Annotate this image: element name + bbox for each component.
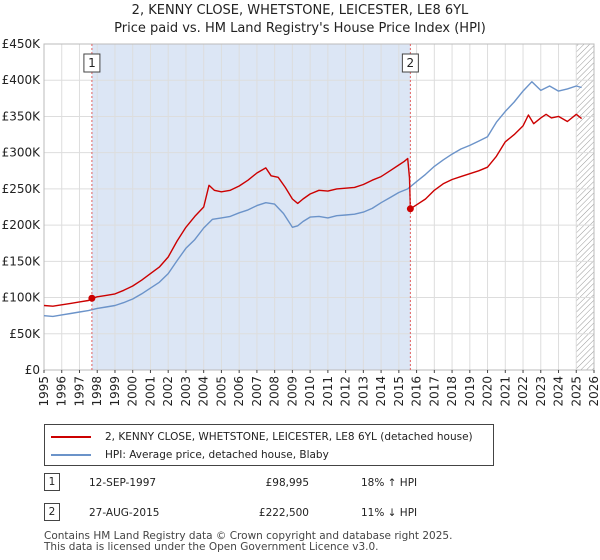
transaction-marker-1: 1	[44, 473, 60, 491]
x-tick-label: 2023	[534, 376, 548, 407]
transaction-date: 12-SEP-1997	[89, 477, 157, 489]
x-tick-label: 2008	[268, 376, 282, 407]
transaction-date: 27-AUG-2015	[89, 507, 160, 519]
x-tick-label: 2016	[410, 376, 424, 407]
footer-line-1: Contains HM Land Registry data © Crown c…	[44, 530, 453, 542]
x-tick-label: 2026	[587, 376, 600, 407]
x-tick-label: 2024	[552, 376, 566, 407]
footer: Contains HM Land Registry data © Crown c…	[44, 531, 452, 553]
legend-label-hpi: HPI: Average price, detached house, Blab…	[105, 449, 329, 461]
x-tick-label: 2011	[321, 376, 335, 407]
x-tick-label: 2014	[374, 376, 388, 407]
x-tick-label: 2022	[516, 376, 530, 407]
x-tick-label: 2003	[179, 376, 193, 407]
x-tick-label: 2020	[481, 376, 495, 407]
y-tick-label: £100K	[2, 291, 42, 305]
x-tick-label: 1999	[108, 376, 122, 407]
legend-swatch-blue	[51, 454, 91, 456]
x-tick-label: 2002	[161, 376, 175, 407]
transaction-hpi: 18% ↑ HPI	[361, 477, 418, 489]
transaction-marker-2: 2	[44, 503, 60, 521]
legend-swatch-red	[51, 436, 91, 438]
series-line-hpi	[43, 80, 582, 318]
footer-line-2: This data is licensed under the Open Gov…	[44, 541, 379, 553]
chart-subtitle: Price paid vs. HM Land Registry's House …	[114, 21, 486, 36]
x-tick-label: 2007	[250, 376, 264, 407]
x-tick-label: 2018	[445, 376, 459, 407]
x-tick-label: 1998	[90, 376, 104, 407]
legend: 2, KENNY CLOSE, WHETSTONE, LEICESTER, LE…	[44, 424, 494, 466]
legend-label-property: 2, KENNY CLOSE, WHETSTONE, LEICESTER, LE…	[105, 431, 473, 443]
legend-entry-hpi: HPI: Average price, detached house, Blab…	[51, 447, 329, 463]
x-tick-label: 2005	[214, 376, 228, 407]
plot-frame	[43, 43, 595, 371]
y-tick-label: £300K	[2, 146, 42, 160]
x-tick-label: 2013	[356, 376, 370, 407]
x-tick-label: 1995	[37, 376, 51, 407]
y-tick-label: £150K	[2, 254, 42, 268]
y-tick-label: £400K	[2, 73, 42, 87]
x-tick-label: 2019	[463, 376, 477, 407]
y-tick-label: £350K	[2, 109, 42, 123]
y-tick-label: £200K	[2, 218, 42, 232]
annotation-box-2	[401, 53, 419, 73]
series-line-property	[43, 113, 583, 307]
x-tick-label: 2004	[197, 376, 211, 407]
y-tick-label: £50K	[9, 327, 41, 341]
y-tick-label: £0	[25, 363, 40, 377]
x-tick-label: 2021	[498, 376, 512, 407]
x-tick-label: 2017	[427, 376, 441, 407]
legend-entry-property: 2, KENNY CLOSE, WHETSTONE, LEICESTER, LE…	[51, 429, 473, 445]
transaction-price: £222,500	[258, 507, 309, 519]
x-tick-label: 1996	[55, 376, 69, 407]
x-tick-label: 2009	[285, 376, 299, 407]
x-tick-label: 2006	[232, 376, 246, 407]
transaction-price: £98,995	[265, 477, 309, 489]
annotation-label-2: 2	[407, 56, 415, 70]
x-tick-label: 2015	[392, 376, 406, 407]
sale-point-2	[406, 205, 414, 213]
y-tick-label: £450K	[2, 37, 42, 51]
forecast-hatch-region	[576, 44, 594, 370]
ownership-shaded-region	[91, 44, 411, 370]
annotation-label-1: 1	[88, 56, 96, 70]
x-tick-label: 2012	[339, 376, 353, 407]
price-chart: 2, KENNY CLOSE, WHETSTONE, LEICESTER, LE…	[2, 3, 600, 407]
x-tick-label: 1997	[72, 376, 86, 407]
x-tick-label: 2001	[143, 376, 157, 407]
y-tick-label: £250K	[2, 182, 42, 196]
chart-title: 2, KENNY CLOSE, WHETSTONE, LEICESTER, LE…	[132, 3, 469, 18]
annotation-box-1	[83, 53, 101, 73]
transaction-hpi: 11% ↓ HPI	[361, 507, 418, 519]
x-tick-label: 2010	[303, 376, 317, 407]
x-tick-label: 2000	[126, 376, 140, 407]
sale-point-1	[88, 294, 96, 302]
x-tick-label: 2025	[569, 376, 583, 407]
